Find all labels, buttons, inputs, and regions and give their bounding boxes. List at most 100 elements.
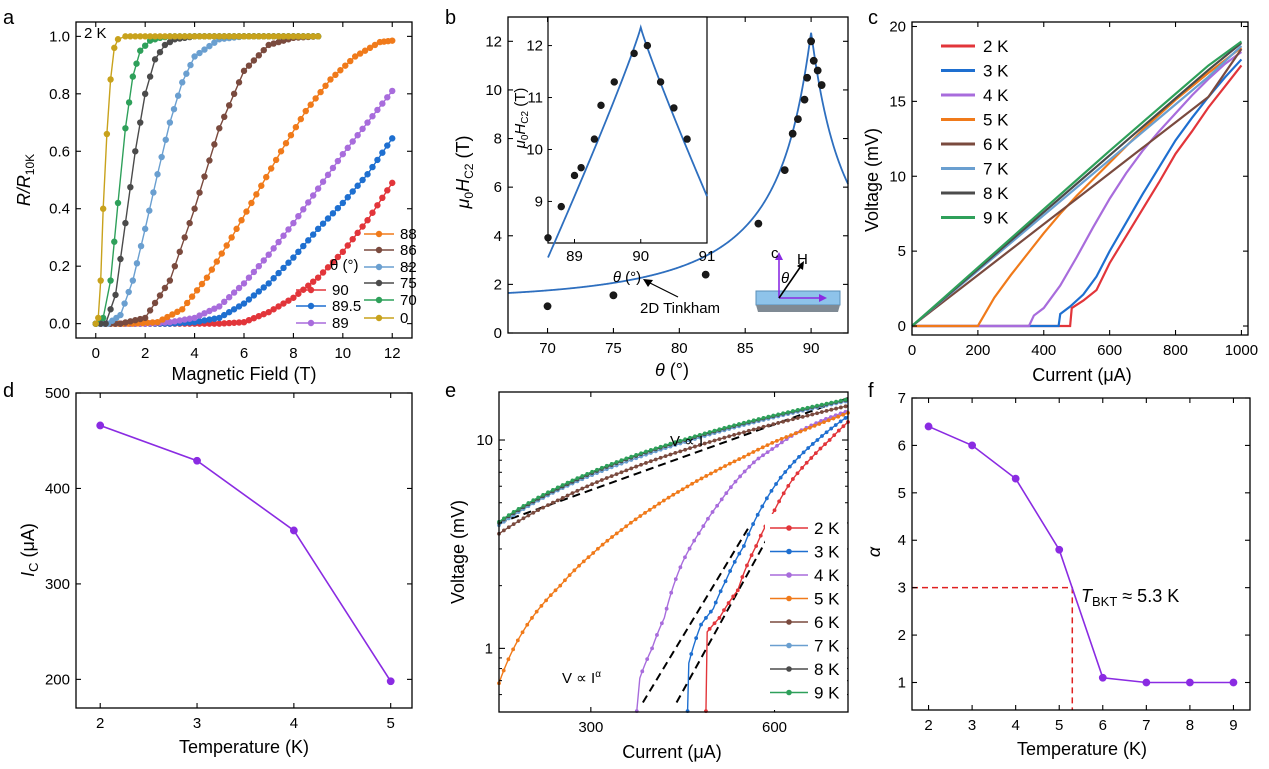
panel-e-data-point	[577, 563, 581, 568]
panel-e-data-point	[727, 434, 732, 439]
panel-e-power-guide-1	[642, 524, 751, 703]
panel-e-data-point	[742, 469, 747, 474]
panel-b-inset: 89 90 91 9 10 11 12 θ (°) μ0HC2 (T)	[512, 16, 715, 286]
panel-e-data-point	[819, 402, 824, 407]
panel-e-data-point	[596, 546, 600, 551]
panel-f-xtick-label: 2	[924, 717, 932, 734]
panel-e-data-point	[841, 424, 846, 429]
panel-a-data-point	[243, 208, 250, 215]
panel-c-legend-label: 9 K	[983, 209, 1009, 228]
panel-b-annotation: 2D Tinkham	[640, 300, 720, 317]
panel-d-xtick-label: 5	[387, 715, 395, 732]
panel-e-data-point	[805, 413, 810, 418]
panel-e-data-point	[643, 510, 647, 515]
panel-a-data-point	[359, 125, 366, 133]
panel-e-data-point	[838, 405, 843, 410]
panel-a-data-point	[312, 95, 319, 102]
panel-a-data-point	[114, 199, 122, 207]
panel-b-data-point	[794, 115, 802, 123]
panel-e-data-point	[776, 421, 781, 425]
panel-e-data-point	[727, 424, 732, 429]
panel-a-legend-marker	[375, 279, 383, 287]
panel-e-data-point	[633, 517, 638, 522]
panel-e-series	[497, 404, 849, 536]
panel-e-data-point	[827, 438, 832, 442]
panel-e-data-point	[742, 454, 746, 459]
panel-e-data-point	[751, 427, 756, 432]
panel-e-data-point	[673, 451, 678, 455]
panel-a-data-point	[117, 311, 124, 319]
panel-b-inset-x-theta: θ	[613, 269, 621, 286]
panel-e-data-point	[599, 465, 604, 470]
panel-e-data-point	[717, 616, 722, 620]
panel-a-legend-item-88: 88	[364, 226, 417, 243]
panel-a-data-point	[322, 82, 329, 89]
panel-e-data-point	[738, 474, 742, 479]
panel-a-data-point	[154, 171, 161, 178]
panel-a-data-point	[141, 90, 149, 98]
panel-b-data-point	[807, 37, 815, 46]
panel-e-data-point	[727, 461, 732, 466]
panel-f-ytick-label: 1	[898, 674, 906, 691]
panel-a-data-point	[342, 62, 349, 69]
panel-b-inset-ytick-label: 10	[526, 141, 543, 158]
panel-a-data-point	[359, 223, 366, 230]
panel-e-data-point	[797, 454, 801, 459]
panel-a-data-point	[125, 99, 133, 106]
panel-a-data-point	[324, 171, 332, 179]
panel-a-xtick-label: 8	[289, 345, 297, 362]
panel-c-y-axis-label: Voltage (mV)	[862, 128, 882, 232]
panel-e-data-point	[521, 503, 526, 508]
panel-b-ytick-label: 4	[494, 228, 502, 245]
panel-a-legend-item-82: 82	[364, 259, 417, 276]
panel-e-data-point	[614, 460, 619, 464]
panel-c-x-axis-label: Current (μA)	[1032, 365, 1131, 385]
panel-a-data-point	[339, 150, 347, 158]
panel-a-data-point	[208, 266, 216, 273]
panel-c-series-line	[911, 48, 1243, 327]
panel-e-data-point	[746, 428, 751, 433]
panel-a-data-point	[309, 278, 317, 285]
panel-a-data-point	[275, 269, 282, 277]
panel-a-data-point	[196, 49, 203, 57]
panel-e-data-point	[820, 434, 824, 438]
panel-e-data-point	[671, 492, 676, 497]
panel-b-xtick-label: 85	[737, 340, 754, 357]
panel-a-data-point	[245, 296, 253, 303]
panel-a-data-point	[228, 234, 235, 241]
panel-b-y-h: H	[453, 178, 473, 192]
panel-a-data-point	[225, 294, 233, 301]
panel-a-data-point	[329, 164, 337, 172]
panel-a-data-point	[230, 306, 238, 313]
panel-e-power-guide-2	[675, 524, 776, 703]
panel-e-data-point	[774, 482, 778, 486]
panel-a-data-point	[213, 258, 221, 265]
panel-e-data-point	[765, 443, 770, 448]
panel-f-data-point	[1011, 474, 1020, 483]
panel-e-data-point	[809, 456, 814, 460]
panel-labels: a b c d e f	[3, 7, 878, 402]
panel-a-data-point	[141, 314, 149, 322]
panel-e-data-point	[692, 538, 697, 543]
panel-e-data-point	[619, 458, 624, 463]
panel-a-data-point	[354, 229, 361, 237]
panel-e-legend-label: 9 K	[814, 684, 840, 703]
panel-e-data-point	[707, 627, 712, 631]
panel-e-data-point	[590, 482, 594, 487]
panel-a-data-point	[250, 292, 258, 299]
panel-a-legend-label: 89	[332, 315, 349, 332]
panel-e-data-point	[726, 601, 731, 605]
panel-e-data-point	[735, 588, 740, 593]
panel-a-xtick-label: 6	[240, 345, 248, 362]
panel-e-data-point	[701, 524, 706, 528]
panel-a-data-point	[216, 125, 223, 132]
panel-b-inset-data-point	[643, 41, 652, 50]
panel-e-data-point	[688, 446, 692, 451]
panel-e-data-point	[639, 451, 643, 456]
panel-a-data-point	[295, 213, 302, 220]
panel-e-data-point	[722, 426, 727, 430]
panel-a-data-point	[198, 280, 206, 288]
panel-b-data-point	[609, 291, 618, 300]
panel-e-data-point	[696, 531, 701, 536]
